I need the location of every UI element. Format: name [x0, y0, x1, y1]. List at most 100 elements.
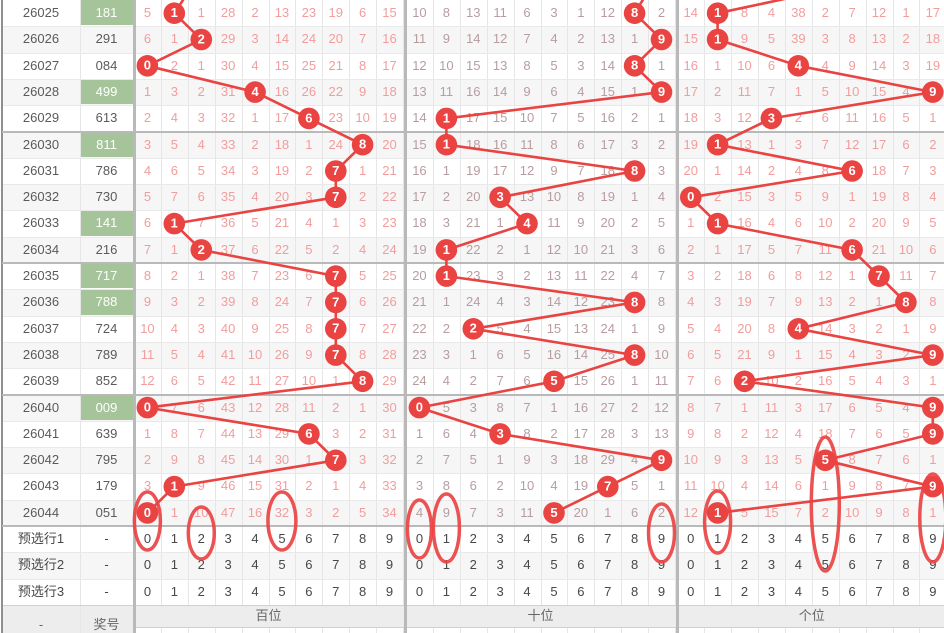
preselect-digit[interactable]: 2: [197, 531, 205, 546]
preselect-digit[interactable]: 6: [305, 531, 313, 546]
preselect-digit[interactable]: 3: [496, 557, 504, 573]
preselect-digit[interactable]: 2: [740, 557, 749, 573]
miss-count-cell: 9: [848, 478, 856, 494]
preselect-digit[interactable]: 2: [197, 557, 205, 573]
miss-count-cell: 22: [274, 241, 290, 257]
preselect-digit[interactable]: 4: [523, 583, 531, 599]
preselect-digit[interactable]: 7: [604, 531, 612, 546]
preselect-digit[interactable]: 3: [496, 583, 504, 599]
preselect-digit[interactable]: 5: [550, 531, 558, 546]
preselect-digit[interactable]: 9: [657, 557, 666, 573]
preselect-digit[interactable]: 1: [170, 531, 178, 546]
preselect-digit[interactable]: 0: [687, 583, 695, 599]
preselect-digit[interactable]: 5: [550, 557, 558, 573]
preselect-digit[interactable]: 3: [496, 531, 504, 546]
preselect-digit[interactable]: 4: [523, 531, 531, 546]
preselect-digit[interactable]: 1: [714, 557, 722, 573]
preselect-digit[interactable]: 4: [523, 557, 531, 573]
miss-count-cell: 9: [767, 346, 776, 362]
preselect-digit[interactable]: 1: [714, 583, 722, 599]
preselect-digit[interactable]: 0: [415, 583, 424, 599]
miss-count-cell: 9: [848, 57, 856, 73]
miss-count-cell: 5: [197, 162, 205, 178]
preselect-digit[interactable]: 8: [902, 557, 910, 573]
preselect-digit[interactable]: 2: [197, 583, 205, 599]
preselect-digit[interactable]: 9: [385, 531, 394, 546]
preselect-digit[interactable]: 7: [875, 557, 883, 573]
preselect-digit[interactable]: 0: [143, 583, 152, 599]
preselect-digit[interactable]: 7: [875, 583, 883, 599]
preselect-digit[interactable]: 1: [170, 557, 178, 573]
preselect-digit[interactable]: 4: [794, 557, 802, 573]
preselect-digit[interactable]: 5: [278, 557, 286, 573]
preselect-digit[interactable]: 7: [332, 557, 340, 573]
preselect-digit[interactable]: 4: [251, 557, 259, 573]
preselect-digit[interactable]: 6: [305, 583, 313, 599]
miss-count-cell: 8: [902, 189, 910, 205]
preselect-digit[interactable]: 8: [359, 583, 367, 599]
preselect-digit[interactable]: 8: [902, 531, 910, 546]
preselect-digit[interactable]: 2: [469, 583, 477, 599]
preselect-digit[interactable]: 9: [385, 557, 394, 573]
miss-count-cell: 6: [577, 136, 585, 152]
preselect-digit[interactable]: 9: [929, 557, 937, 573]
preselect-digit[interactable]: 3: [224, 583, 232, 599]
preselect-digit[interactable]: 3: [224, 557, 232, 573]
preselect-digit[interactable]: 8: [631, 531, 639, 546]
preselect-digit[interactable]: 2: [740, 531, 749, 546]
preselect-digit[interactable]: 7: [604, 557, 612, 573]
preselect-digit[interactable]: 2: [469, 557, 477, 573]
preselect-digit[interactable]: 4: [251, 531, 259, 546]
miss-count-cell: 8: [251, 294, 259, 310]
preselect-digit[interactable]: 5: [550, 583, 558, 599]
preselect-digit[interactable]: 5: [821, 557, 829, 573]
preselect-digit[interactable]: 6: [848, 531, 856, 546]
preselect-digit[interactable]: 5: [278, 531, 286, 546]
preselect-digit[interactable]: 5: [821, 583, 829, 599]
preselect-digit[interactable]: 6: [848, 583, 856, 599]
preselect-digit[interactable]: 4: [794, 583, 802, 599]
preselect-digit[interactable]: 7: [875, 531, 883, 546]
preselect-digit[interactable]: 1: [442, 583, 450, 599]
preselect-digit[interactable]: 1: [442, 557, 450, 573]
preselect-digit[interactable]: 3: [767, 531, 776, 546]
preselect-digit[interactable]: 3: [224, 531, 232, 546]
preselect-digit[interactable]: 1: [442, 531, 450, 546]
preselect-digit[interactable]: 8: [359, 557, 367, 573]
preselect-digit[interactable]: 0: [415, 557, 424, 573]
preselect-digit[interactable]: 6: [848, 557, 856, 573]
preselect-digit[interactable]: 1: [170, 583, 178, 599]
preselect-digit[interactable]: 8: [902, 583, 910, 599]
preselect-digit[interactable]: 9: [657, 583, 666, 599]
miss-count-cell: 10: [710, 478, 725, 494]
preselect-digit[interactable]: 9: [929, 531, 937, 546]
preselect-digit[interactable]: 6: [305, 557, 313, 573]
preselect-digit[interactable]: 8: [631, 557, 639, 573]
preselect-digit[interactable]: 6: [577, 557, 585, 573]
preselect-digit[interactable]: 4: [251, 583, 259, 599]
preselect-digit[interactable]: 2: [469, 531, 477, 546]
preselect-digit[interactable]: 6: [577, 531, 585, 546]
preselect-digit[interactable]: 9: [385, 583, 394, 599]
preselect-digit[interactable]: 7: [604, 583, 612, 599]
preselect-digit[interactable]: 7: [332, 583, 340, 599]
preselect-digit[interactable]: 7: [332, 531, 340, 546]
preselect-digit[interactable]: 3: [767, 557, 776, 573]
preselect-digit[interactable]: 5: [821, 531, 829, 546]
preselect-digit[interactable]: 1: [714, 531, 722, 546]
preselect-digit[interactable]: 2: [740, 583, 749, 599]
preselect-digit[interactable]: 8: [631, 583, 639, 599]
preselect-digit[interactable]: 0: [143, 557, 152, 573]
preselect-digit[interactable]: 4: [794, 531, 802, 546]
preselect-digit[interactable]: 3: [767, 583, 776, 599]
preselect-digit[interactable]: 9: [929, 583, 937, 599]
preselect-digit[interactable]: 8: [359, 531, 367, 546]
preselect-digit[interactable]: 0: [415, 531, 424, 546]
preselect-digit[interactable]: 6: [577, 583, 585, 599]
preselect-digit[interactable]: 0: [143, 531, 152, 546]
miss-count-cell: 3: [902, 373, 910, 389]
preselect-digit[interactable]: 5: [278, 583, 286, 599]
preselect-digit[interactable]: 9: [657, 531, 666, 546]
preselect-digit[interactable]: 0: [687, 557, 695, 573]
preselect-digit[interactable]: 0: [687, 531, 695, 546]
